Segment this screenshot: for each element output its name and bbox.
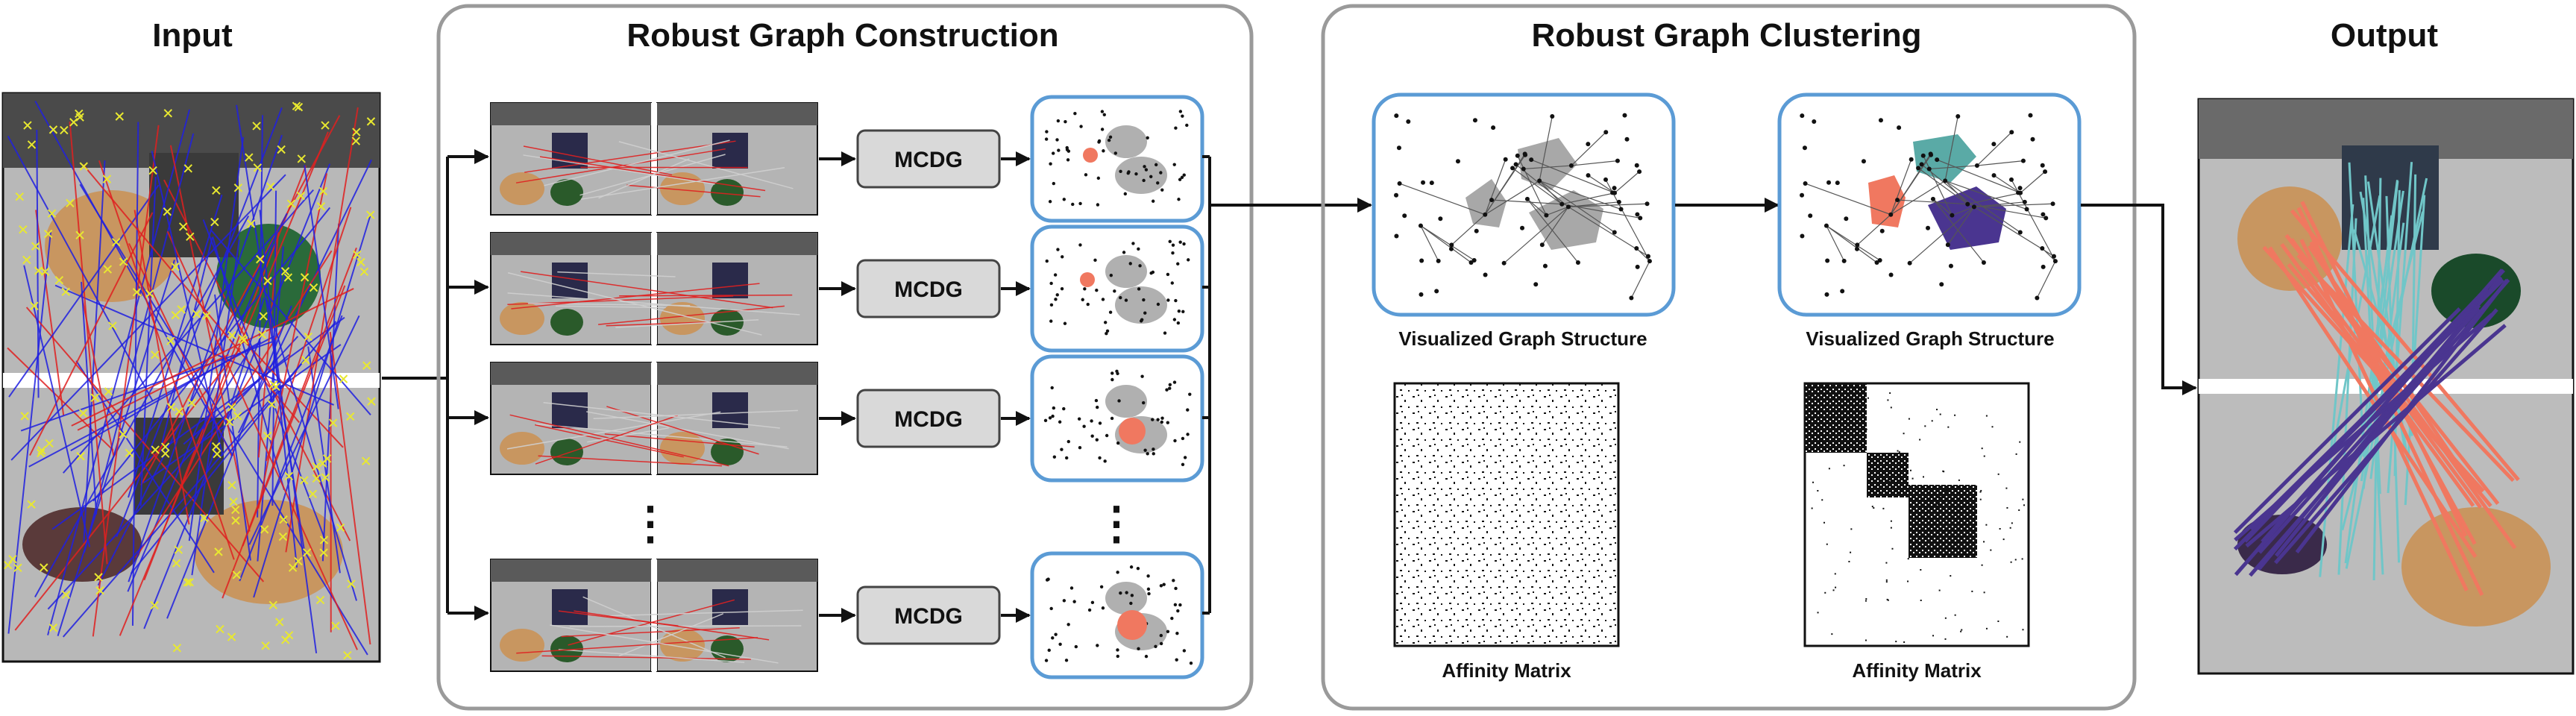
highlight-cluster-1: [1083, 148, 1098, 163]
matrix-block-2: [1867, 453, 1909, 497]
input-keypoints: [4, 101, 376, 660]
graph-after-box: [1777, 92, 2082, 317]
construction-row-2: MCDG: [490, 224, 1204, 353]
subgraph-box-1: [1030, 95, 1204, 223]
cluster-salmon: [1868, 175, 1906, 227]
mcdg-module-4: MCDG: [856, 585, 1001, 645]
construction-row-1: MCDG: [490, 95, 1204, 223]
graph-after-nodes: [1800, 113, 2058, 301]
caption-matrix-after: Affinity Matrix: [1852, 659, 1982, 682]
subgraph-box-4: [1030, 551, 1204, 679]
mcdg-label-2: MCDG: [894, 277, 963, 302]
graph-before-nodes: [1394, 113, 1652, 301]
ellipsis-graphs: ⋮: [1094, 498, 1139, 548]
mcdg-module-2: MCDG: [856, 259, 1001, 318]
subgraph-box-2: [1030, 224, 1204, 353]
arrow-clustering-to-output: [2081, 204, 2197, 395]
caption-graph-after: Visualized Graph Structure: [1806, 327, 2054, 350]
graph-before-box: [1372, 92, 1676, 317]
input-image: [1, 92, 381, 663]
affinity-matrix-before: [1393, 382, 1620, 647]
affinity-matrix-after: [1803, 382, 2030, 647]
highlight-cluster-4: [1117, 610, 1147, 640]
cluster-purple: [1928, 186, 2006, 250]
highlight-cluster-2: [1080, 272, 1095, 287]
output-image: [2197, 98, 2575, 675]
matrix-block-3: [1909, 485, 1977, 558]
highlight-cluster-3: [1119, 418, 1146, 445]
caption-graph-before: Visualized Graph Structure: [1398, 327, 1647, 350]
construction-row-3: MCDG: [490, 354, 1204, 483]
image-pair-3: [490, 362, 818, 475]
construction-row-4: MCDG: [490, 551, 1204, 679]
clustering-panel: [1321, 4, 2137, 711]
section-title-input: Input: [152, 17, 233, 54]
mcdg-label-3: MCDG: [894, 407, 963, 432]
input-match-lines: [7, 101, 373, 656]
image-pair-1: [490, 102, 818, 216]
caption-matrix-before: Affinity Matrix: [1442, 659, 1571, 682]
image-pair-4: [490, 559, 818, 672]
matrix-after-speckle: [1809, 392, 2025, 643]
mcdg-label-4: MCDG: [894, 604, 963, 629]
matrix-block-1: [1806, 384, 1867, 453]
output-match-lines: [2233, 162, 2520, 596]
ellipsis-images: ⋮: [628, 498, 673, 548]
section-title-output: Output: [2331, 17, 2439, 54]
graph-after-edges: [1805, 116, 2056, 298]
image-pair-2: [490, 232, 818, 345]
section-title-clustering: Robust Graph Clustering: [1531, 17, 1921, 54]
construction-panel: [436, 4, 1254, 711]
subgraph-box-3: [1030, 354, 1204, 483]
mcdg-module-3: MCDG: [856, 389, 1001, 448]
mcdg-module-1: MCDG: [856, 129, 1001, 189]
section-title-construction: Robust Graph Construction: [626, 17, 1058, 54]
mcdg-label-1: MCDG: [894, 148, 963, 172]
